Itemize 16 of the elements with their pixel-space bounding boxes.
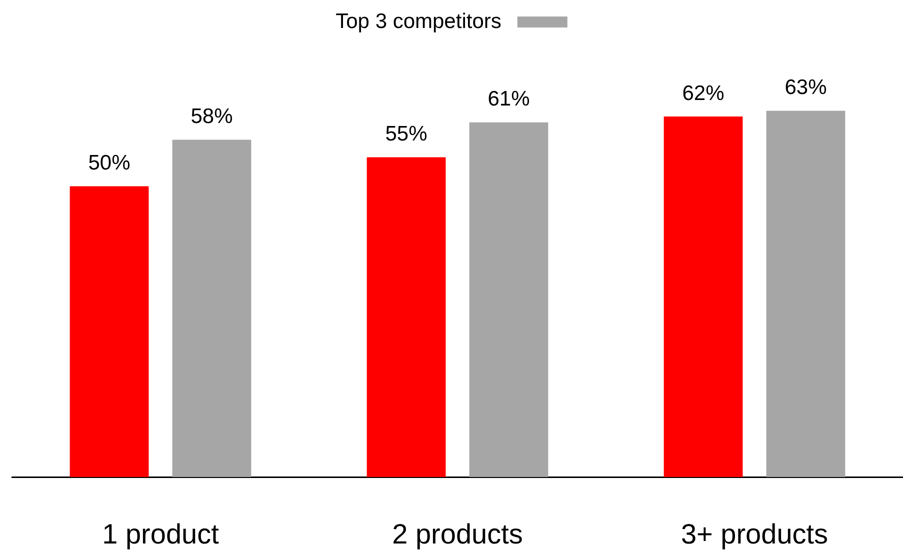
bar	[172, 140, 252, 477]
data-label: 58%	[190, 105, 233, 128]
bar	[70, 186, 149, 477]
x-tick-label: 3+ products	[680, 518, 828, 550]
data-label: 50%	[88, 152, 130, 175]
bar	[664, 116, 743, 477]
data-label: 61%	[488, 88, 530, 111]
x-tick-label: 2 products	[392, 518, 523, 550]
bar	[766, 110, 846, 477]
x-tick-label: 1 product	[102, 518, 220, 550]
bar	[366, 157, 446, 477]
bar	[469, 122, 548, 477]
data-label: 63%	[784, 76, 827, 99]
legend-label: Top 3 competitors	[336, 10, 502, 33]
data-label: 62%	[682, 82, 724, 105]
data-label: 55%	[385, 122, 428, 146]
